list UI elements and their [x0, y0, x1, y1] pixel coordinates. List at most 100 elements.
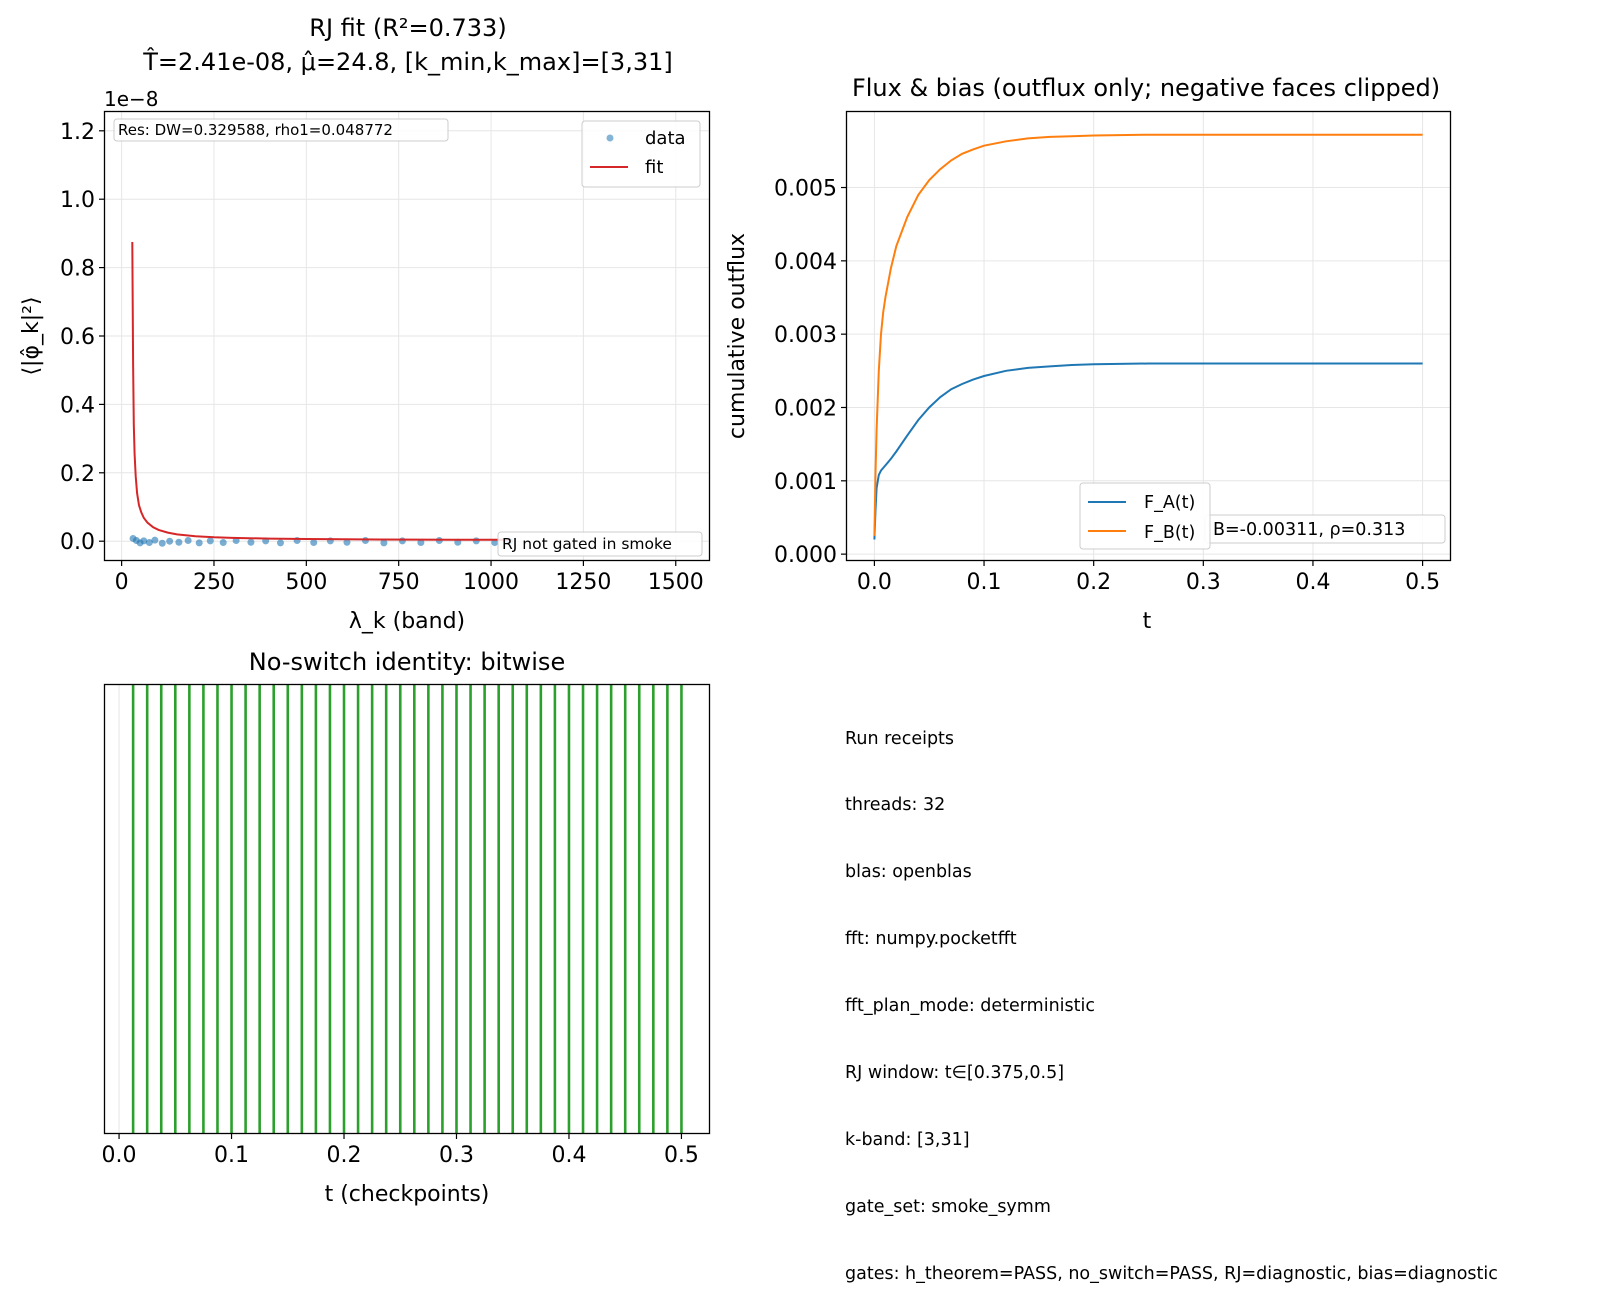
rj-fit-subtitle: T̂=2.41e-08, μ̂=24.8, [k_min,k_max]=[3,3… — [142, 48, 672, 76]
data-point — [417, 539, 425, 547]
flux-grid — [847, 112, 1450, 560]
data-point — [310, 539, 318, 547]
rj-fit-plot-area — [129, 241, 514, 547]
no-switch-x-tick-label: 0.2 — [327, 1143, 362, 1168]
rj-fit-xlabel: λ_k (band) — [349, 609, 465, 634]
flux-title: Flux & bias (outflux only; negative face… — [852, 74, 1440, 102]
no-switch-x-tick-label: 0.5 — [664, 1143, 699, 1168]
rj-fit-offset-text: 1e−8 — [104, 87, 159, 111]
legend-data-label: data — [645, 128, 686, 149]
rj-fit-x-tick-label: 0 — [115, 570, 129, 595]
flux-legend: F_A(t) F_B(t) — [1079, 482, 1211, 550]
rj-fit-gate-annotation: RJ not gated in smoke — [502, 535, 672, 553]
fb-line — [873, 133, 1423, 536]
rj-fit-y-tick-label: 0.2 — [60, 462, 95, 487]
rj-fit-residual-annotation: Res: DW=0.329588, rho1=0.048772 — [118, 121, 393, 139]
legend-fa-label: F_A(t) — [1144, 493, 1195, 513]
data-point — [380, 539, 388, 547]
receipt-line: k-band: [3,31] — [845, 1129, 970, 1150]
receipt-line: fft_plan_mode: deterministic — [845, 996, 1096, 1017]
rj-fit-y-tick-label: 0.6 — [60, 325, 95, 350]
flux-plot-area — [873, 133, 1423, 540]
data-point — [158, 539, 166, 547]
rj-fit-legend: data fit — [581, 120, 701, 188]
data-point — [145, 539, 153, 547]
flux-x-tick-label: 0.4 — [1295, 570, 1330, 595]
no-switch-plot-area — [131, 685, 683, 1133]
data-point — [151, 536, 159, 544]
rj-fit-y-tick-label: 1.0 — [60, 188, 95, 213]
no-switch-x-tick-label: 0.1 — [214, 1143, 249, 1168]
rj-fit-x-tick-label: 500 — [285, 570, 327, 595]
rj-fit-ticks: 0 250 500 750 1000 1250 1500 0.0 0.2 0.4 0.6 0.8 1.0… — [60, 120, 704, 595]
no-switch-xlabel: t (checkpoints) — [325, 1182, 490, 1207]
rj-fit-x-tick-label: 250 — [193, 570, 235, 595]
data-point — [219, 539, 227, 547]
rj-fit-residual-box — [113, 118, 449, 142]
receipt-line: RJ window: t∈[0.375,0.5] — [845, 1063, 1065, 1084]
fa-line — [873, 362, 1423, 540]
data-point — [175, 538, 183, 546]
data-point — [472, 537, 480, 545]
flux-y-tick-label: 0.000 — [774, 543, 837, 568]
rj-fit-x-tick-label: 1250 — [555, 570, 611, 595]
flux-x-tick-label: 0.2 — [1076, 570, 1111, 595]
rj-fit-x-tick-label: 1500 — [648, 570, 704, 595]
no-switch-x-tick-label: 0.4 — [551, 1143, 586, 1168]
rj-fit-x-tick-label: 750 — [378, 570, 420, 595]
receipt-line: blas: openblas — [845, 862, 972, 883]
no-switch-title: No-switch identity: bitwise — [249, 648, 565, 676]
rj-fit-y-tick-label: 0.8 — [60, 257, 95, 282]
data-point — [276, 539, 284, 547]
data-point — [398, 537, 406, 545]
no-switch-panel: No-switch identity: bitwise 0.0 0.1 0.2 0.3… — [102, 648, 711, 1207]
rj-fit-panel: RJ fit (R²=0.733) T̂=2.41e-08, μ̂=24.8, … — [19, 14, 711, 634]
run-receipts: Run receipts threads: 32 blas: openblas … — [845, 683, 1498, 1307]
receipt-line: gate_set: smoke_symm — [845, 1196, 1051, 1217]
flux-bias-panel: Flux & bias (outflux only; negative face… — [725, 74, 1452, 634]
data-point — [247, 538, 255, 546]
no-switch-x-tick-label: 0.0 — [102, 1143, 137, 1168]
no-switch-x-tick-label: 0.3 — [439, 1143, 474, 1168]
legend-fit-label: fit — [645, 157, 663, 178]
no-switch-ticks: 0.0 0.1 0.2 0.3 0.4 0.5 — [102, 1133, 699, 1168]
legend-data-marker — [606, 134, 614, 142]
data-point — [343, 538, 351, 546]
flux-y-tick-label: 0.005 — [774, 177, 837, 202]
data-point — [206, 537, 214, 545]
receipts-heading: Run receipts — [845, 728, 955, 749]
flux-y-tick-label: 0.002 — [774, 396, 837, 421]
data-point — [491, 539, 499, 547]
legend-fb-label: F_B(t) — [1144, 523, 1195, 543]
flux-x-tick-label: 0.5 — [1405, 570, 1440, 595]
flux-ticks: 0.0 0.1 0.2 0.3 0.4 0.5 0.000 0.001 0.002 0.003 0.… — [774, 177, 1440, 595]
data-point — [140, 537, 148, 545]
fit-line — [131, 241, 510, 541]
flux-x-tick-label: 0.0 — [857, 570, 892, 595]
receipt-line: threads: 32 — [845, 795, 946, 816]
flux-y-tick-label: 0.001 — [774, 470, 837, 495]
flux-frame — [845, 110, 1452, 562]
rj-fit-gate-box — [497, 531, 703, 557]
flux-xlabel: t — [1143, 609, 1152, 634]
no-switch-frame — [103, 683, 711, 1135]
rj-fit-ylabel: ⟨|φ̂_k|²⟩ — [19, 296, 44, 375]
figure: RJ fit (R²=0.733) T̂=2.41e-08, μ̂=24.8, … — [19, 14, 1452, 1207]
data-point — [184, 537, 192, 545]
rj-fit-y-tick-label: 1.2 — [60, 120, 95, 145]
flux-y-tick-label: 0.004 — [774, 250, 837, 275]
receipt-line: fft: numpy.pocketfft — [845, 929, 1017, 950]
data-point — [361, 537, 369, 545]
flux-bias-annotation: B=-0.00311, ρ=0.313 — [1213, 520, 1405, 540]
rj-fit-title: RJ fit (R²=0.733) — [309, 14, 506, 42]
data-point — [195, 539, 203, 547]
flux-y-tick-label: 0.003 — [774, 323, 837, 348]
rj-fit-y-tick-label: 0.0 — [60, 530, 95, 555]
flux-x-tick-label: 0.1 — [967, 570, 1002, 595]
data-point — [166, 537, 174, 545]
receipt-line: gates: h_theorem=PASS, no_switch=PASS, R… — [845, 1263, 1498, 1284]
flux-ylabel: cumulative outflux — [725, 233, 750, 439]
rj-fit-x-tick-label: 1000 — [463, 570, 519, 595]
rj-fit-y-tick-label: 0.4 — [60, 393, 95, 418]
flux-x-tick-label: 0.3 — [1186, 570, 1221, 595]
